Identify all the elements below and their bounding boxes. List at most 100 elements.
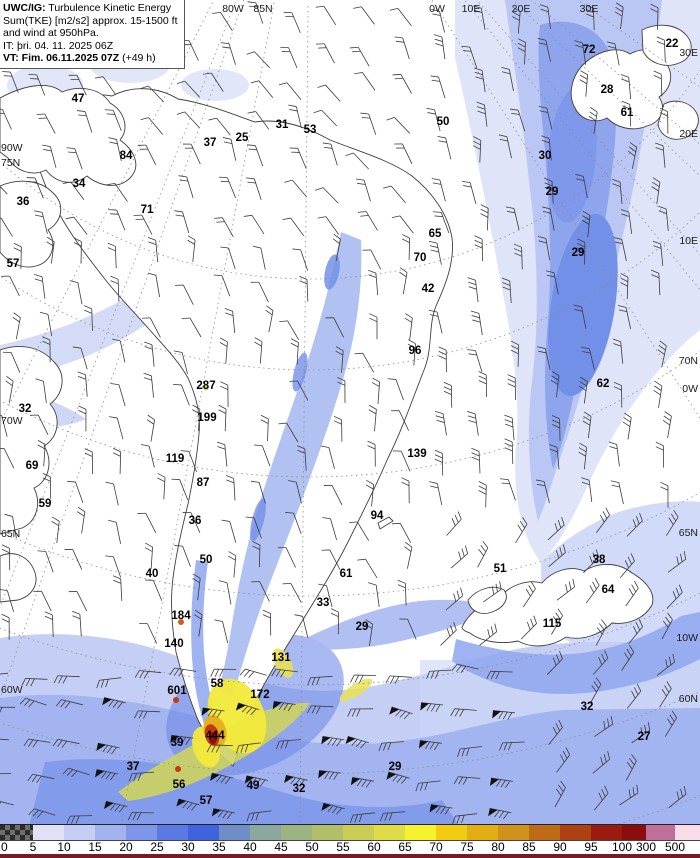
tke-max-label: 199 <box>197 412 216 424</box>
tke-max-label: 51 <box>494 563 507 575</box>
colorbar-segment <box>675 825 700 840</box>
hotspot-dot <box>278 657 284 663</box>
colorbar-tick-label: 55 <box>336 840 350 854</box>
colorbar-tick-label: 95 <box>584 840 598 854</box>
colorbar-segment <box>591 825 622 840</box>
tke-max-label: 601 <box>167 685 187 697</box>
tke-max-label: 28 <box>601 84 614 96</box>
iceland-coastline <box>461 564 654 647</box>
init-time: IT: þri. 04. 11. 2025 06Z <box>3 39 114 52</box>
colorbar: 0 5 10 15 20 25 30 35 40 45 50 55 60 65 70 75 80 85 90 95 10… <box>0 824 700 858</box>
tke-max-label: 56 <box>173 779 186 791</box>
tke-max-label: 59 <box>39 498 52 510</box>
tke-max-label: 140 <box>164 638 183 650</box>
tke-max-label: 47 <box>72 93 85 105</box>
edge-label: 60W <box>1 684 23 696</box>
colorbar-segment <box>436 825 467 840</box>
tke-max-label: 71 <box>141 204 154 216</box>
tke-max-label: 72 <box>583 44 596 56</box>
colorbar-segment <box>343 825 374 840</box>
tke-max-label: 42 <box>422 283 435 295</box>
hotspot-dot <box>203 385 209 391</box>
tke-max-label: 84 <box>120 150 133 162</box>
edge-label: 30E <box>580 3 599 15</box>
tke-max-label: 32 <box>293 783 306 795</box>
colorbar-tick-label: 50 <box>305 840 319 854</box>
edge-label: 20E <box>512 3 531 15</box>
tke-max-label: 29 <box>546 186 559 198</box>
tke-max-label: 64 <box>602 584 615 596</box>
tke-max-label: 287 <box>196 380 215 392</box>
tke-max-label: 49 <box>247 780 260 792</box>
colorbar-tick-label: 40 <box>243 840 257 854</box>
colorbar-segment <box>33 825 64 840</box>
edge-label: 0W <box>682 383 698 395</box>
colorbar-tick-label: 70 <box>429 840 443 854</box>
colorbar-tick-label: 60 <box>367 840 381 854</box>
tke-max-label: 61 <box>340 568 353 580</box>
edge-label: 20E <box>679 128 698 140</box>
edge-label: 10W <box>676 632 698 644</box>
tke-max-label: 36 <box>189 515 202 527</box>
tke-max-label: 172 <box>250 689 269 701</box>
colorbar-tick-label: 65 <box>398 840 412 854</box>
colorbar-segment <box>126 825 157 840</box>
tke-max-label: 29 <box>356 621 369 633</box>
colorbar-segment <box>646 825 675 840</box>
tke-max-label: 38 <box>593 554 606 566</box>
colorbar-segment <box>0 825 33 840</box>
title-line-1: UWC/IG: Turbulence Kinetic Energy <box>3 2 172 14</box>
tke-hotspot-layer <box>118 232 373 801</box>
colorbar-segment <box>374 825 405 840</box>
edge-label: 30E <box>679 47 698 59</box>
wind-barb-layer <box>0 1 687 825</box>
tke-max-label: 87 <box>197 477 210 489</box>
tke-max-label: 29 <box>572 247 585 259</box>
tke-max-label: 184 <box>171 610 191 622</box>
colorbar-tick-label: 45 <box>274 840 288 854</box>
hotspot-dot <box>173 697 179 703</box>
colorbar-tick-label: 20 <box>119 840 133 854</box>
tke-max-label: 58 <box>211 678 224 690</box>
colorbar-segment <box>157 825 188 840</box>
jan-mayen-coastline <box>377 516 394 530</box>
colorbar-tick-label: 100 <box>611 840 633 854</box>
edge-label: 10E <box>679 235 698 247</box>
tke-max-label: 69 <box>26 460 39 472</box>
tke-max-label: 29 <box>389 761 402 773</box>
tke-max-label: 57 <box>7 258 20 270</box>
edge-label: 60N <box>679 693 698 705</box>
tke-max-label: 30 <box>539 150 552 162</box>
colorbar-segment <box>64 825 95 840</box>
colorbar-segment <box>467 825 498 840</box>
edge-label: 10E <box>462 3 481 15</box>
colorbar-segment <box>529 825 560 840</box>
edge-label: 65N <box>1 528 20 540</box>
colorbar-segment <box>312 825 343 840</box>
edge-label: 70W <box>1 415 23 427</box>
colorbar-segment <box>622 825 646 840</box>
edge-label: 65N <box>679 527 698 539</box>
tke-max-label: 61 <box>621 107 634 119</box>
tke-max-label: 32 <box>581 701 594 713</box>
title-box: UWC/IG: Turbulence Kinetic Energy Sum(TK… <box>0 0 185 69</box>
colorbar-tick-label: 300 <box>635 840 657 854</box>
colorbar-tick-label: 25 <box>150 840 164 854</box>
colorbar-segment <box>219 825 250 840</box>
colorbar-tick-label: 80 <box>491 840 505 854</box>
colorbar-segment <box>560 825 591 840</box>
colorbar-tick-label: 5 <box>29 840 37 854</box>
colorbar-segment <box>188 825 219 840</box>
hotspot-dot <box>178 619 184 625</box>
tke-max-label: 34 <box>73 178 86 190</box>
title-line-2: Sum(TKE) [m2/s2] approx. 15-1500 ft <box>3 14 178 27</box>
hotspot-dot <box>175 766 181 772</box>
colorbar-segment <box>405 825 436 840</box>
tke-max-label: 115 <box>543 618 562 630</box>
tke-max-label: 33 <box>317 597 330 609</box>
edge-label: 90W <box>1 142 23 154</box>
edge-label: 70N <box>679 355 698 367</box>
colorbar-tick-label: 75 <box>460 840 474 854</box>
